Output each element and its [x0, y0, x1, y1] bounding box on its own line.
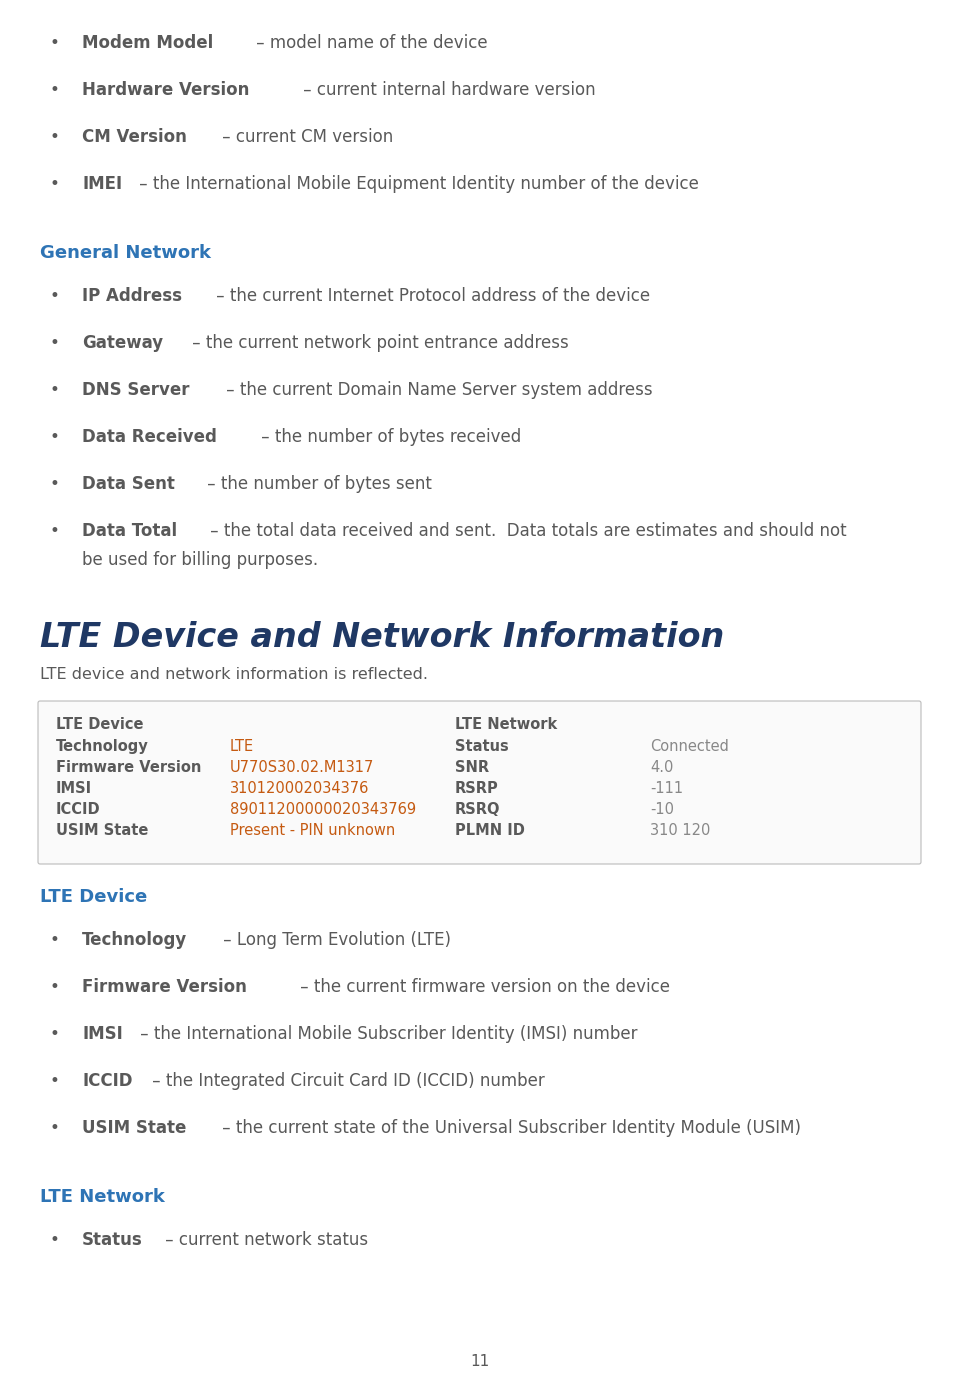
Text: •: • — [50, 128, 59, 146]
Text: – the number of bytes received: – the number of bytes received — [256, 428, 522, 446]
Text: SNR: SNR — [455, 760, 489, 775]
Text: IMSI: IMSI — [82, 1025, 123, 1043]
Text: •: • — [50, 333, 59, 351]
Text: •: • — [50, 381, 59, 399]
Text: LTE Network: LTE Network — [40, 1188, 165, 1206]
Text: Connected: Connected — [650, 739, 729, 754]
Text: USIM State: USIM State — [56, 824, 149, 838]
Text: – the International Mobile Equipment Identity number of the device: – the International Mobile Equipment Ide… — [133, 175, 699, 193]
Text: Data Total: Data Total — [82, 522, 177, 540]
Text: LTE Device and Network Information: LTE Device and Network Information — [40, 621, 724, 654]
Text: •: • — [50, 1072, 59, 1090]
Text: •: • — [50, 428, 59, 446]
Text: LTE Device: LTE Device — [56, 717, 144, 732]
Text: •: • — [50, 1025, 59, 1043]
Text: – current internal hardware version: – current internal hardware version — [298, 81, 596, 99]
Text: U770S30.02.M1317: U770S30.02.M1317 — [230, 760, 374, 775]
Text: Technology: Technology — [82, 931, 187, 949]
Text: – the Integrated Circuit Card ID (ICCID) number: – the Integrated Circuit Card ID (ICCID)… — [147, 1072, 545, 1090]
Text: LTE device and network information is reflected.: LTE device and network information is re… — [40, 667, 428, 682]
Text: •: • — [50, 978, 59, 996]
Text: LTE Network: LTE Network — [455, 717, 557, 732]
Text: – the number of bytes sent: – the number of bytes sent — [201, 475, 432, 493]
Text: 4.0: 4.0 — [650, 760, 673, 775]
Text: ICCID: ICCID — [56, 801, 101, 817]
Text: Data Sent: Data Sent — [82, 475, 175, 493]
Text: RSRP: RSRP — [455, 781, 499, 796]
Text: – the current firmware version on the device: – the current firmware version on the de… — [294, 978, 669, 996]
Text: •: • — [50, 288, 59, 306]
Text: •: • — [50, 1120, 59, 1138]
Text: Technology: Technology — [56, 739, 149, 754]
Text: – the current network point entrance address: – the current network point entrance add… — [187, 333, 569, 351]
Text: CM Version: CM Version — [82, 128, 187, 146]
Text: Modem Model: Modem Model — [82, 33, 213, 51]
Text: IP Address: IP Address — [82, 288, 182, 306]
Text: 310 120: 310 120 — [650, 824, 711, 838]
Text: Hardware Version: Hardware Version — [82, 81, 249, 99]
Text: 89011200000020343769: 89011200000020343769 — [230, 801, 416, 817]
Text: Status: Status — [455, 739, 509, 754]
Text: PLMN ID: PLMN ID — [455, 824, 525, 838]
Text: •: • — [50, 1231, 59, 1249]
Text: -111: -111 — [650, 781, 683, 796]
Text: LTE Device: LTE Device — [40, 888, 148, 906]
Text: – the International Mobile Subscriber Identity (IMSI) number: – the International Mobile Subscriber Id… — [134, 1025, 637, 1043]
Text: DNS Server: DNS Server — [82, 381, 190, 399]
Text: – the current Internet Protocol address of the device: – the current Internet Protocol address … — [211, 288, 650, 306]
Text: RSRQ: RSRQ — [455, 801, 501, 817]
Text: Data Received: Data Received — [82, 428, 217, 446]
Text: •: • — [50, 931, 59, 949]
Text: – the total data received and sent.  Data totals are estimates and should not: – the total data received and sent. Data… — [204, 522, 847, 540]
Text: •: • — [50, 175, 59, 193]
Text: Present - PIN unknown: Present - PIN unknown — [230, 824, 395, 838]
Text: – current network status: – current network status — [160, 1231, 368, 1249]
Text: -10: -10 — [650, 801, 674, 817]
Text: General Network: General Network — [40, 244, 211, 263]
Text: – model name of the device: – model name of the device — [251, 33, 488, 51]
Text: LTE: LTE — [230, 739, 254, 754]
Text: IMEI: IMEI — [82, 175, 122, 193]
Text: Status: Status — [82, 1231, 143, 1249]
Text: – current CM version: – current CM version — [218, 128, 393, 146]
Text: be used for billing purposes.: be used for billing purposes. — [82, 551, 318, 569]
Text: •: • — [50, 475, 59, 493]
Text: •: • — [50, 81, 59, 99]
Text: 11: 11 — [470, 1354, 489, 1370]
Text: 310120002034376: 310120002034376 — [230, 781, 369, 796]
Text: Gateway: Gateway — [82, 333, 163, 351]
FancyBboxPatch shape — [38, 701, 921, 864]
Text: USIM State: USIM State — [82, 1120, 186, 1138]
Text: – Long Term Evolution (LTE): – Long Term Evolution (LTE) — [218, 931, 451, 949]
Text: Firmware Version: Firmware Version — [56, 760, 201, 775]
Text: •: • — [50, 33, 59, 51]
Text: – the current state of the Universal Subscriber Identity Module (USIM): – the current state of the Universal Sub… — [217, 1120, 801, 1138]
Text: Firmware Version: Firmware Version — [82, 978, 246, 996]
Text: •: • — [50, 522, 59, 540]
Text: – the current Domain Name Server system address: – the current Domain Name Server system … — [221, 381, 652, 399]
Text: IMSI: IMSI — [56, 781, 92, 796]
Text: ICCID: ICCID — [82, 1072, 132, 1090]
